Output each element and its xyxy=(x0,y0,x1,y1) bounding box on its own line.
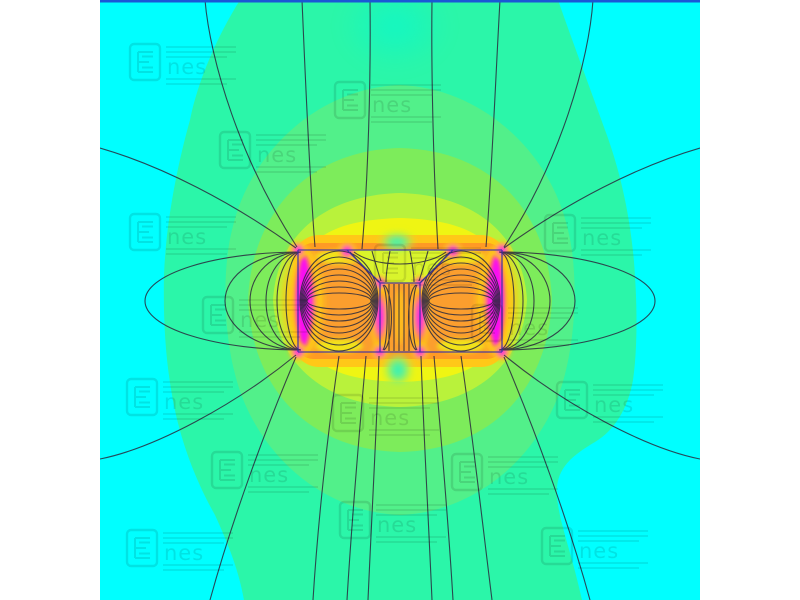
field-null-above xyxy=(379,232,415,252)
plot-top-border xyxy=(100,0,700,3)
white-margin-left xyxy=(0,0,100,600)
field-null-below xyxy=(383,353,413,387)
block-yellow-column xyxy=(395,289,405,345)
plot-area: nes xyxy=(100,0,700,600)
notch-corner-hotspot xyxy=(337,241,357,261)
field-simulation-svg: nes xyxy=(100,0,700,600)
white-margin-right xyxy=(700,0,800,600)
far-field-minimum-spot xyxy=(340,0,450,70)
